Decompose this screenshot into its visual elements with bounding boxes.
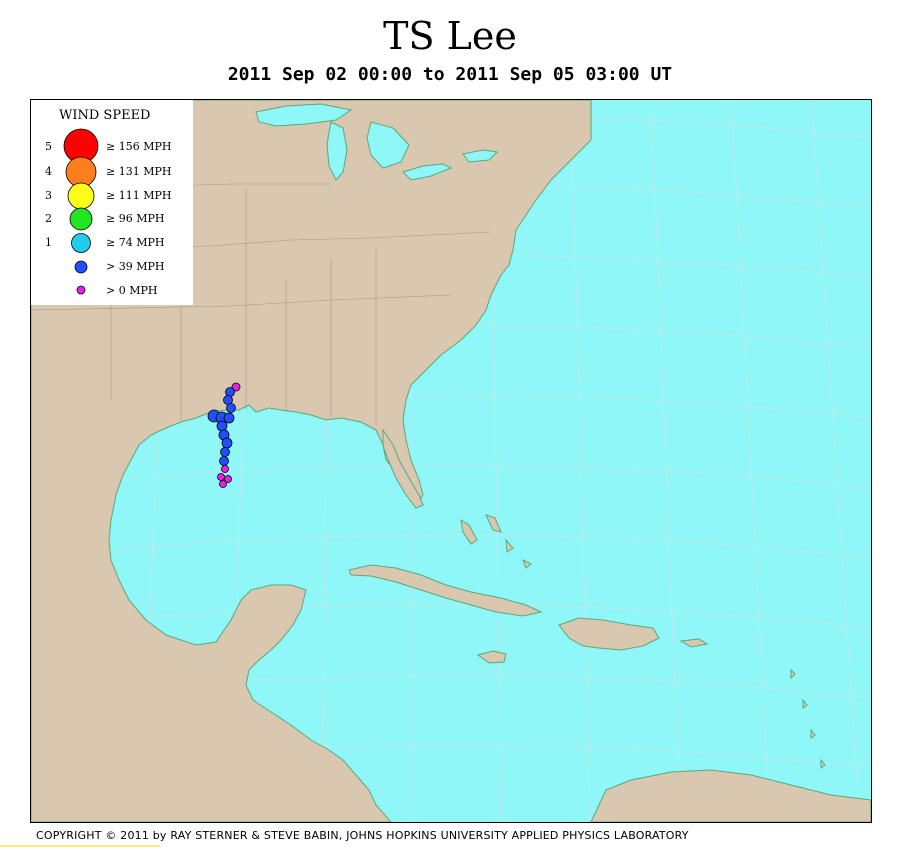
legend-category-4: 4 [45,165,52,178]
legend-title: WIND SPEED [59,108,150,123]
lake-superior [255,103,353,127]
lake-michigan [326,121,348,181]
land-hispaniola [558,617,660,651]
track-point-blue [226,403,236,413]
legend-label-3: ≥ 111 MPH [106,189,171,202]
land-south-america [590,769,871,822]
legend-swatch-3 [67,182,95,210]
track-point-blue [219,456,229,466]
land-jamaica [476,650,507,664]
storm-track-map: WIND SPEED 5 ≥ 156 MPH 4 ≥ 131 MPH 3 ≥ 1… [30,99,872,823]
track-point-blue [221,437,233,449]
lake-erie [402,163,453,181]
track-point-magenta [224,475,232,483]
map-title: TS Lee [383,14,517,58]
land-puerto-rico [679,638,709,648]
legend-label-td: > 0 MPH [106,284,157,297]
track-point-blue [220,447,230,457]
legend-swatch-ts [74,260,88,274]
legend-swatch-1 [71,233,91,253]
legend-category-3: 3 [45,189,52,202]
bottom-accent-line [0,845,160,847]
legend-label-1: ≥ 74 MPH [106,236,164,249]
track-point-blue [216,420,228,432]
legend-category-5: 5 [45,140,52,153]
legend-label-5: ≥ 156 MPH [106,140,171,153]
land-cuba [348,564,543,617]
legend-category-1: 1 [45,236,52,249]
legend-swatch-td [76,285,86,295]
lake-huron [366,121,410,169]
legend-category-2: 2 [45,212,52,225]
legend-box [31,100,193,305]
track-point-blue [225,387,235,397]
legend-swatch-4 [65,156,97,188]
legend-label-2: ≥ 96 MPH [106,212,164,225]
legend: WIND SPEED 5 ≥ 156 MPH 4 ≥ 131 MPH 3 ≥ 1… [31,100,193,305]
copyright-notice: COPYRIGHT © 2011 by RAY STERNER & STEVE … [36,829,689,842]
land-bahamas [460,514,532,569]
storm-track [207,382,241,488]
legend-swatch-2 [69,207,93,231]
great-lakes [255,103,499,181]
legend-label-4: ≥ 131 MPH [106,165,171,178]
legend-label-ts: > 39 MPH [106,260,164,273]
land-lesser-antilles [790,668,826,769]
track-point-magenta [217,473,225,481]
track-point-magenta [219,480,227,488]
track-point-magenta [231,382,241,392]
map-subtitle: 2011 Sep 02 00:00 to 2011 Sep 05 03:00 U… [227,64,673,85]
track-point-magenta [221,465,229,473]
lake-ontario [462,149,499,163]
land-florida [382,428,424,509]
track-point-blue [223,412,235,424]
